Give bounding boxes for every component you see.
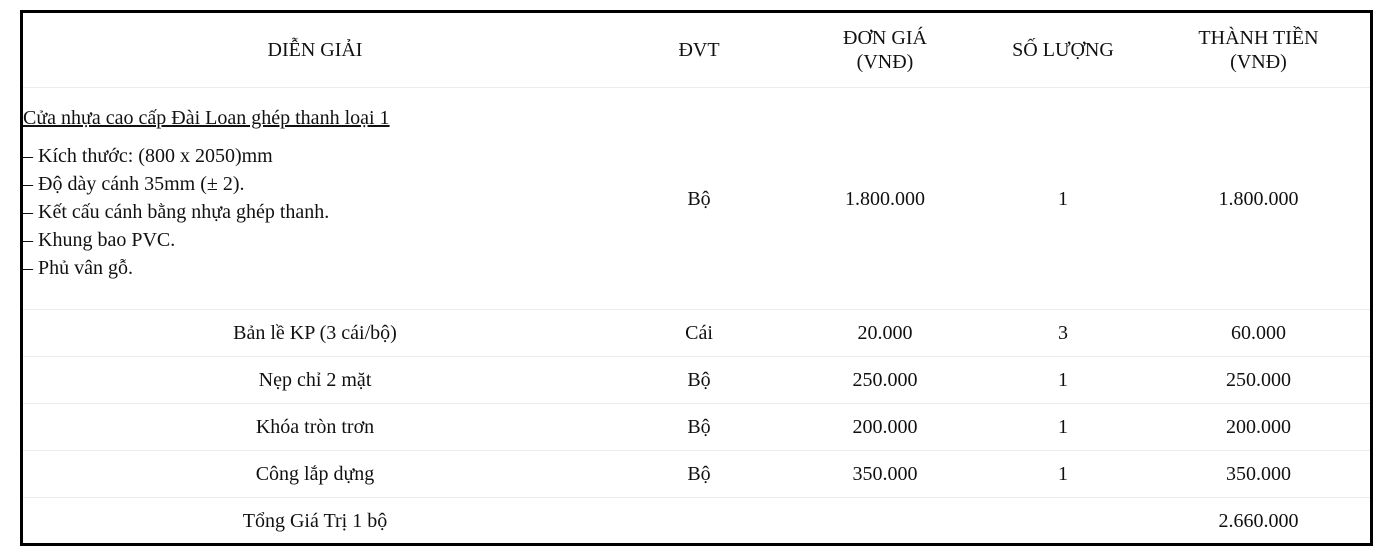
main-item-unit: Bộ: [607, 87, 791, 310]
header-amount: THÀNH TIỀN (VNĐ): [1147, 13, 1370, 88]
total-row: Tổng Giá Trị 1 bộ 2.660.000: [23, 498, 1370, 545]
row-amount: 250.000: [1147, 356, 1370, 404]
total-empty-cell: [791, 498, 979, 545]
row-description: Bản lề KP (3 cái/bộ): [23, 309, 607, 357]
table-row: Công lắp dựng Bộ 350.000 1 350.000: [23, 450, 1370, 498]
table-frame: [20, 10, 1373, 546]
spec-list: – Kích thước: (800 x 2050)mm – Độ dày cá…: [23, 142, 607, 282]
total-label: Tổng Giá Trị 1 bộ: [242, 510, 388, 532]
header-description: DIỄN GIẢI: [23, 13, 607, 88]
main-item-amount: 1.800.000: [1147, 87, 1370, 310]
row-unit: Bộ: [607, 403, 791, 451]
header-unit: ĐVT: [607, 13, 791, 88]
spec-item: – Phủ vân gỗ.: [23, 257, 133, 279]
header-unit-price-line1: ĐƠN GIÁ: [843, 27, 927, 49]
row-description: Nẹp chỉ 2 mặt: [23, 356, 607, 404]
spec-item: – Độ dày cánh 35mm (± 2).: [23, 173, 245, 195]
row-quantity: 1: [979, 450, 1147, 498]
main-item-description: Cửa nhựa cao cấp Đài Loan ghép thanh loạ…: [23, 87, 607, 310]
row-quantity: 1: [979, 356, 1147, 404]
row-quantity: 3: [979, 309, 1147, 357]
row-amount: 200.000: [1147, 403, 1370, 451]
row-amount: 60.000: [1147, 309, 1370, 357]
total-amount: 2.660.000: [1218, 510, 1299, 532]
row-quantity: 1: [979, 403, 1147, 451]
header-unit-price-line2: (VNĐ): [856, 51, 914, 73]
spec-item: – Khung bao PVC.: [23, 229, 176, 251]
total-empty-cell: [979, 498, 1147, 545]
main-item-quantity: 1: [979, 87, 1147, 310]
row-unit-price: 250.000: [791, 356, 979, 404]
row-unit-price: 20.000: [791, 309, 979, 357]
main-item-unit-price: 1.800.000: [791, 87, 979, 310]
row-description: Khóa tròn trơn: [23, 403, 607, 451]
header-quantity: SỐ LƯỢNG: [979, 13, 1147, 88]
row-description: Công lắp dựng: [23, 450, 607, 498]
header-unit-price: ĐƠN GIÁ (VNĐ): [791, 13, 979, 88]
table-row: Khóa tròn trơn Bộ 200.000 1 200.000: [23, 403, 1370, 451]
total-empty-cell: [607, 498, 791, 545]
price-quote-table: DIỄN GIẢI ĐVT ĐƠN GIÁ (VNĐ) SỐ LƯỢNG THÀ…: [23, 13, 1370, 544]
header-amount-line2: (VNĐ): [1230, 51, 1287, 73]
table-row: Nẹp chỉ 2 mặt Bộ 250.000 1 250.000: [23, 356, 1370, 404]
spec-item: – Kích thước: (800 x 2050)mm: [23, 145, 273, 167]
row-unit: Bộ: [607, 450, 791, 498]
main-item-title: Cửa nhựa cao cấp Đài Loan ghép thanh loạ…: [23, 107, 390, 129]
header-amount-line1: THÀNH TIỀN: [1198, 27, 1319, 49]
row-unit-price: 350.000: [791, 450, 979, 498]
row-unit-price: 200.000: [791, 403, 979, 451]
table-row-main-item: Cửa nhựa cao cấp Đài Loan ghép thanh loạ…: [23, 87, 1370, 310]
table-row: Bản lề KP (3 cái/bộ) Cái 20.000 3 60.000: [23, 309, 1370, 357]
spec-item: – Kết cấu cánh bằng nhựa ghép thanh.: [23, 201, 330, 223]
row-amount: 350.000: [1147, 450, 1370, 498]
row-unit: Cái: [607, 309, 791, 357]
header-row: DIỄN GIẢI ĐVT ĐƠN GIÁ (VNĐ) SỐ LƯỢNG THÀ…: [23, 13, 1370, 88]
row-unit: Bộ: [607, 356, 791, 404]
